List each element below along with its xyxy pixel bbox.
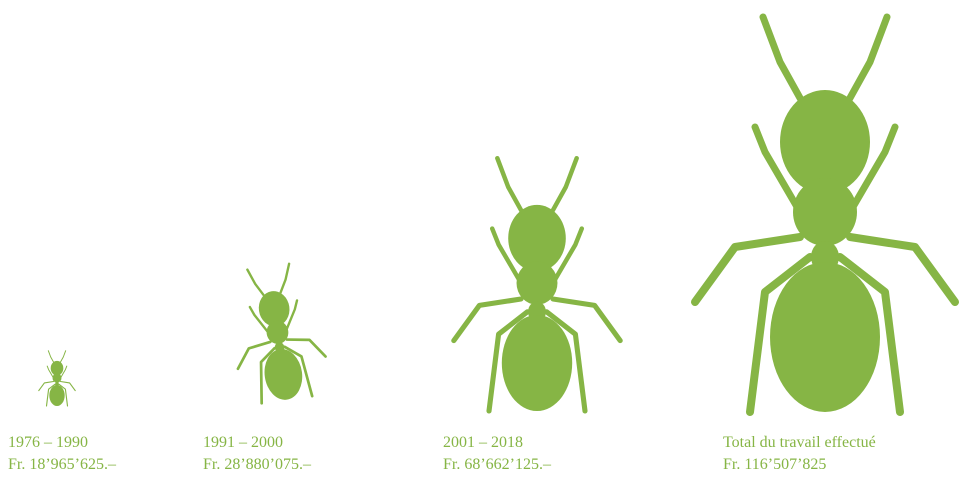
amount: Fr. 116’507’825 (723, 454, 876, 476)
period: 2001 – 2018 (443, 432, 551, 454)
page: 1976 – 1990 Fr. 18’965’625.– 1991 – 2000… (0, 0, 963, 479)
period: 1976 – 1990 (8, 432, 116, 454)
ant-icon (695, 17, 955, 412)
label-group: 2001 – 2018 Fr. 68’662’125.– (443, 432, 551, 476)
amount: Fr. 18’965’625.– (8, 454, 116, 476)
amount: Fr. 28’880’075.– (203, 454, 311, 476)
period: Total du travail effectué (723, 432, 876, 454)
ant-icon (224, 261, 330, 406)
label-group: Total du travail effectué Fr. 116’507’82… (723, 432, 876, 476)
amount: Fr. 68’662’125.– (443, 454, 551, 476)
period: 1991 – 2000 (203, 432, 311, 454)
ants (0, 0, 963, 430)
ant-icon (39, 351, 75, 406)
label-group: 1976 – 1990 Fr. 18’965’625.– (8, 432, 116, 476)
ant-icon (454, 158, 620, 411)
label-group: 1991 – 2000 Fr. 28’880’075.– (203, 432, 311, 476)
